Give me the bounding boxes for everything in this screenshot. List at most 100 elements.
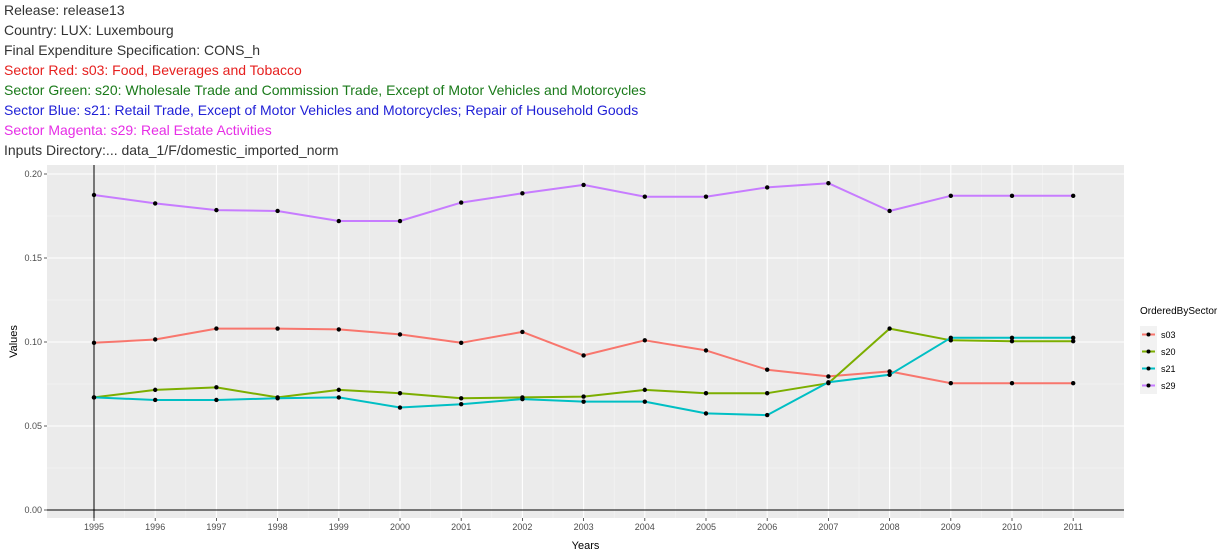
legend-title: OrderedBySector [1140, 306, 1218, 317]
sector-blue-line: Sector Blue: s21: Retail Trade, Except o… [4, 102, 639, 118]
y-axis-title: Values [8, 325, 20, 358]
data-point-s03 [765, 367, 770, 372]
x-tick-label: 2009 [941, 522, 961, 532]
data-point-s21 [826, 380, 831, 385]
data-point-s29 [887, 208, 892, 214]
x-tick-label: 2003 [574, 522, 594, 532]
data-point-s03 [826, 374, 831, 379]
data-point-s29 [765, 185, 770, 190]
data-point-s21 [703, 411, 709, 416]
data-point-s20 [581, 394, 586, 399]
data-point-s03 [91, 340, 97, 346]
data-point-s29 [826, 181, 831, 186]
data-point-s03 [459, 340, 464, 346]
legend-point-s29 [1146, 383, 1151, 388]
data-point-s20 [459, 396, 464, 401]
data-point-s20 [642, 387, 647, 393]
data-point-s03 [520, 329, 525, 335]
legend-label-s21: s21 [1161, 364, 1176, 374]
y-tick-label: 0.00 [24, 505, 42, 515]
data-point-s29 [581, 182, 586, 188]
data-point-s21 [765, 412, 770, 418]
x-tick-label: 1995 [84, 522, 104, 532]
country-line: Country: LUX: Luxembourg [4, 22, 174, 38]
sector-magenta-line: Sector Magenta: s29: Real Estate Activit… [4, 122, 272, 138]
data-point-s29 [397, 218, 403, 224]
data-point-s20 [397, 391, 403, 396]
x-tick-label: 2005 [696, 522, 716, 532]
data-point-s21 [1009, 335, 1015, 340]
data-point-s20 [153, 387, 158, 393]
y-tick-label: 0.10 [24, 337, 42, 347]
data-point-s29 [91, 192, 97, 198]
data-point-s03 [397, 332, 403, 337]
data-point-s20 [1009, 338, 1015, 344]
data-point-s29 [520, 191, 525, 196]
data-point-s03 [1071, 380, 1076, 386]
data-point-s20 [765, 391, 770, 396]
data-point-s29 [1009, 193, 1015, 199]
legend-point-s03 [1146, 332, 1151, 337]
data-point-s03 [1009, 380, 1015, 386]
x-axis-title: Years [572, 540, 600, 552]
sector-green-line: Sector Green: s20: Wholesale Trade and C… [4, 82, 646, 98]
data-point-s21 [153, 397, 158, 403]
legend-label-s20: s20 [1161, 347, 1176, 357]
x-tick-label: 1999 [329, 522, 349, 532]
data-point-s21 [948, 335, 953, 340]
legend-point-s20 [1146, 349, 1151, 354]
data-point-s20 [703, 391, 709, 396]
data-point-s03 [336, 327, 341, 332]
x-tick-label: 2001 [451, 522, 471, 532]
data-point-s03 [887, 369, 892, 374]
data-point-s21 [214, 397, 219, 403]
data-point-s20 [1071, 338, 1076, 344]
data-point-s03 [948, 380, 953, 386]
data-point-s29 [214, 207, 219, 213]
data-point-s29 [153, 201, 158, 206]
x-tick-label: 1996 [145, 522, 165, 532]
data-point-s29 [642, 194, 647, 199]
data-point-s03 [214, 326, 219, 331]
inputs-line: Inputs Directory:... data_1/F/domestic_i… [4, 142, 339, 158]
x-tick-label: 2004 [635, 522, 655, 532]
data-point-s29 [275, 208, 280, 214]
x-tick-label: 2007 [818, 522, 838, 532]
data-point-s21 [581, 399, 586, 404]
data-point-s03 [642, 338, 647, 343]
data-point-s21 [397, 405, 403, 410]
legend-label-s29: s29 [1161, 381, 1176, 391]
data-point-s29 [948, 193, 953, 199]
y-tick-label: 0.20 [24, 169, 42, 179]
data-point-s03 [581, 353, 586, 358]
chart-header: Release: release13 Country: LUX: Luxembo… [4, 0, 646, 160]
data-point-s21 [520, 396, 525, 402]
data-point-s21 [642, 399, 647, 404]
x-tick-label: 2008 [880, 522, 900, 532]
data-point-s03 [703, 348, 709, 353]
data-point-s20 [214, 385, 219, 390]
data-point-s21 [336, 395, 341, 400]
x-tick-label: 2002 [512, 522, 532, 532]
data-point-s03 [275, 326, 280, 331]
data-point-s29 [459, 200, 464, 205]
data-point-s21 [91, 395, 97, 400]
x-tick-label: 2010 [1002, 522, 1022, 532]
spec-line: Final Expenditure Specification: CONS_h [4, 42, 261, 58]
data-point-s03 [153, 337, 158, 342]
x-tick-label: 1998 [268, 522, 288, 532]
x-tick-label: 2011 [1064, 522, 1083, 532]
data-point-s21 [887, 372, 892, 377]
data-point-s20 [887, 326, 892, 331]
legend-label-s03: s03 [1161, 330, 1176, 340]
data-point-s20 [336, 387, 341, 393]
data-point-s29 [1071, 193, 1076, 199]
data-point-s21 [459, 401, 464, 407]
legend-point-s21 [1146, 366, 1151, 371]
y-tick-label: 0.05 [24, 421, 42, 431]
data-point-s21 [1071, 335, 1076, 340]
sector-red-line: Sector Red: s03: Food, Beverages and Tob… [4, 62, 302, 78]
x-tick-label: 2000 [390, 522, 410, 532]
data-point-s21 [275, 396, 280, 401]
